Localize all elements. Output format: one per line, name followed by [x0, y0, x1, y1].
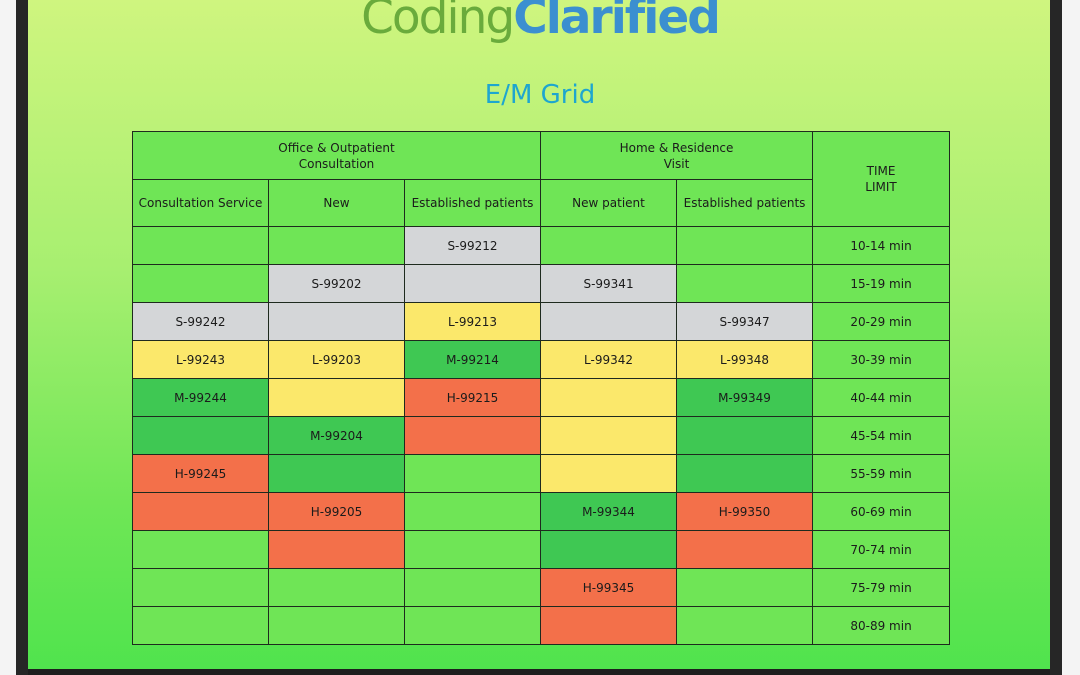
table-row: S-99242 L-99213 S-99347 20-29 min [132, 302, 951, 341]
table-row: 70-74 min [132, 530, 951, 569]
frame-bottom-edge [28, 669, 1050, 675]
grid-cell [540, 530, 678, 569]
grid-cell [403, 416, 542, 455]
group-header-office-line1: Office & Outpatient [278, 140, 395, 155]
time-cell: 55-59 min [812, 454, 951, 493]
grid-cell [403, 492, 542, 531]
time-cell: 60-69 min [812, 492, 951, 531]
grid-cell: L-99213 [403, 302, 542, 341]
grid-cell [676, 416, 814, 455]
grid-cell: S-99347 [676, 302, 814, 341]
grid-cell [132, 416, 269, 455]
grid-cell [132, 264, 269, 303]
grid-cell [403, 530, 542, 569]
time-cell: 10-14 min [812, 226, 951, 265]
subheader-office-new: New [268, 179, 405, 227]
grid-cell: H-99350 [676, 492, 814, 531]
subheader-consultation-service: Consultation Service [132, 179, 269, 227]
time-cell: 40-44 min [812, 378, 951, 417]
grid-cell [676, 226, 814, 265]
group-header-home-line2: Visit [663, 156, 690, 171]
grid-cell: S-99202 [268, 264, 405, 303]
grid-cell [268, 302, 405, 341]
grid-cell [132, 492, 269, 531]
grid-cell: H-99345 [540, 568, 678, 607]
group-header-office: Office & Outpatient Consultation [131, 131, 542, 180]
time-limit-line2: LIMIT [865, 180, 897, 194]
table-row: H-99345 75-79 min [132, 568, 951, 607]
grid-cell [268, 530, 405, 569]
time-cell: 80-89 min [812, 606, 951, 645]
grid-cell: M-99204 [268, 416, 405, 455]
grid-cell: M-99344 [540, 492, 678, 531]
em-grid-table: Office & Outpatient Consultation Home & … [131, 131, 951, 645]
page-title: E/M Grid [484, 80, 596, 110]
time-cell: 45-54 min [812, 416, 951, 455]
subheader-office-established: Established patients [403, 179, 542, 227]
table-row: H-99245 55-59 min [132, 454, 951, 493]
grid-cell: M-99244 [132, 378, 269, 417]
table-row: M-99244 H-99215 M-99349 40-44 min [132, 378, 951, 417]
grid-cell [403, 454, 542, 493]
grid-cell [403, 264, 542, 303]
grid-cell [403, 568, 542, 607]
grid-cell: H-99215 [403, 378, 542, 417]
subheader-home-established: Established patients [676, 179, 814, 227]
grid-cell [132, 530, 269, 569]
time-cell: 30-39 min [812, 340, 951, 379]
grid-cell: M-99214 [403, 340, 542, 379]
table-row: M-99204 45-54 min [132, 416, 951, 455]
grid-cell: S-99242 [132, 302, 269, 341]
grid-cell [676, 568, 814, 607]
grid-cell: M-99349 [676, 378, 814, 417]
table-row: 80-89 min [132, 606, 951, 645]
grid-cell [132, 606, 269, 645]
time-cell: 75-79 min [812, 568, 951, 607]
table-row: H-99205 M-99344 H-99350 60-69 min [132, 492, 951, 531]
grid-cell [676, 264, 814, 303]
grid-cell: L-99348 [676, 340, 814, 379]
grid-cell [540, 416, 678, 455]
grid-body: S-99212 10-14 min S-99202 S-99341 15-19 min S… [132, 226, 951, 645]
grid-cell [268, 226, 405, 265]
logo-coding: Coding [361, 0, 515, 45]
time-cell: 15-19 min [812, 264, 951, 303]
grid-cell [132, 568, 269, 607]
grid-cell [540, 606, 678, 645]
grid-cell [268, 454, 405, 493]
group-header-home-line1: Home & Residence [619, 140, 734, 155]
grid-cell [676, 606, 814, 645]
time-limit-header: TIME LIMIT [812, 131, 951, 227]
table-row: S-99202 S-99341 15-19 min [132, 264, 951, 303]
time-cell: 20-29 min [812, 302, 951, 341]
grid-cell [676, 454, 814, 493]
subheader-home-new-patient: New patient [540, 179, 678, 227]
grid-cell [676, 530, 814, 569]
logo-clarified: Clarified [513, 0, 721, 45]
time-limit-line1: TIME [866, 164, 896, 178]
grid-cell: H-99245 [132, 454, 269, 493]
grid-cell [540, 302, 678, 341]
time-cell: 70-74 min [812, 530, 951, 569]
grid-cell [268, 568, 405, 607]
grid-cell [403, 606, 542, 645]
grid-cell [540, 378, 678, 417]
table-row: S-99212 10-14 min [132, 226, 951, 265]
group-header-home: Home & Residence Visit [540, 131, 814, 180]
grid-cell: L-99342 [540, 340, 678, 379]
group-header-office-line2: Consultation [298, 156, 375, 171]
grid-cell: S-99341 [540, 264, 678, 303]
grid-cell: H-99205 [268, 492, 405, 531]
grid-cell [540, 454, 678, 493]
grid-cell [268, 378, 405, 417]
grid-cell [132, 226, 269, 265]
grid-cell: L-99243 [132, 340, 269, 379]
table-row: L-99243 L-99203 M-99214 L-99342 L-99348 30-39… [132, 340, 951, 379]
grid-cell: S-99212 [403, 226, 542, 265]
logo: CodingClarified [0, 0, 1080, 50]
grid-cell: L-99203 [268, 340, 405, 379]
grid-cell [540, 226, 678, 265]
grid-cell [268, 606, 405, 645]
